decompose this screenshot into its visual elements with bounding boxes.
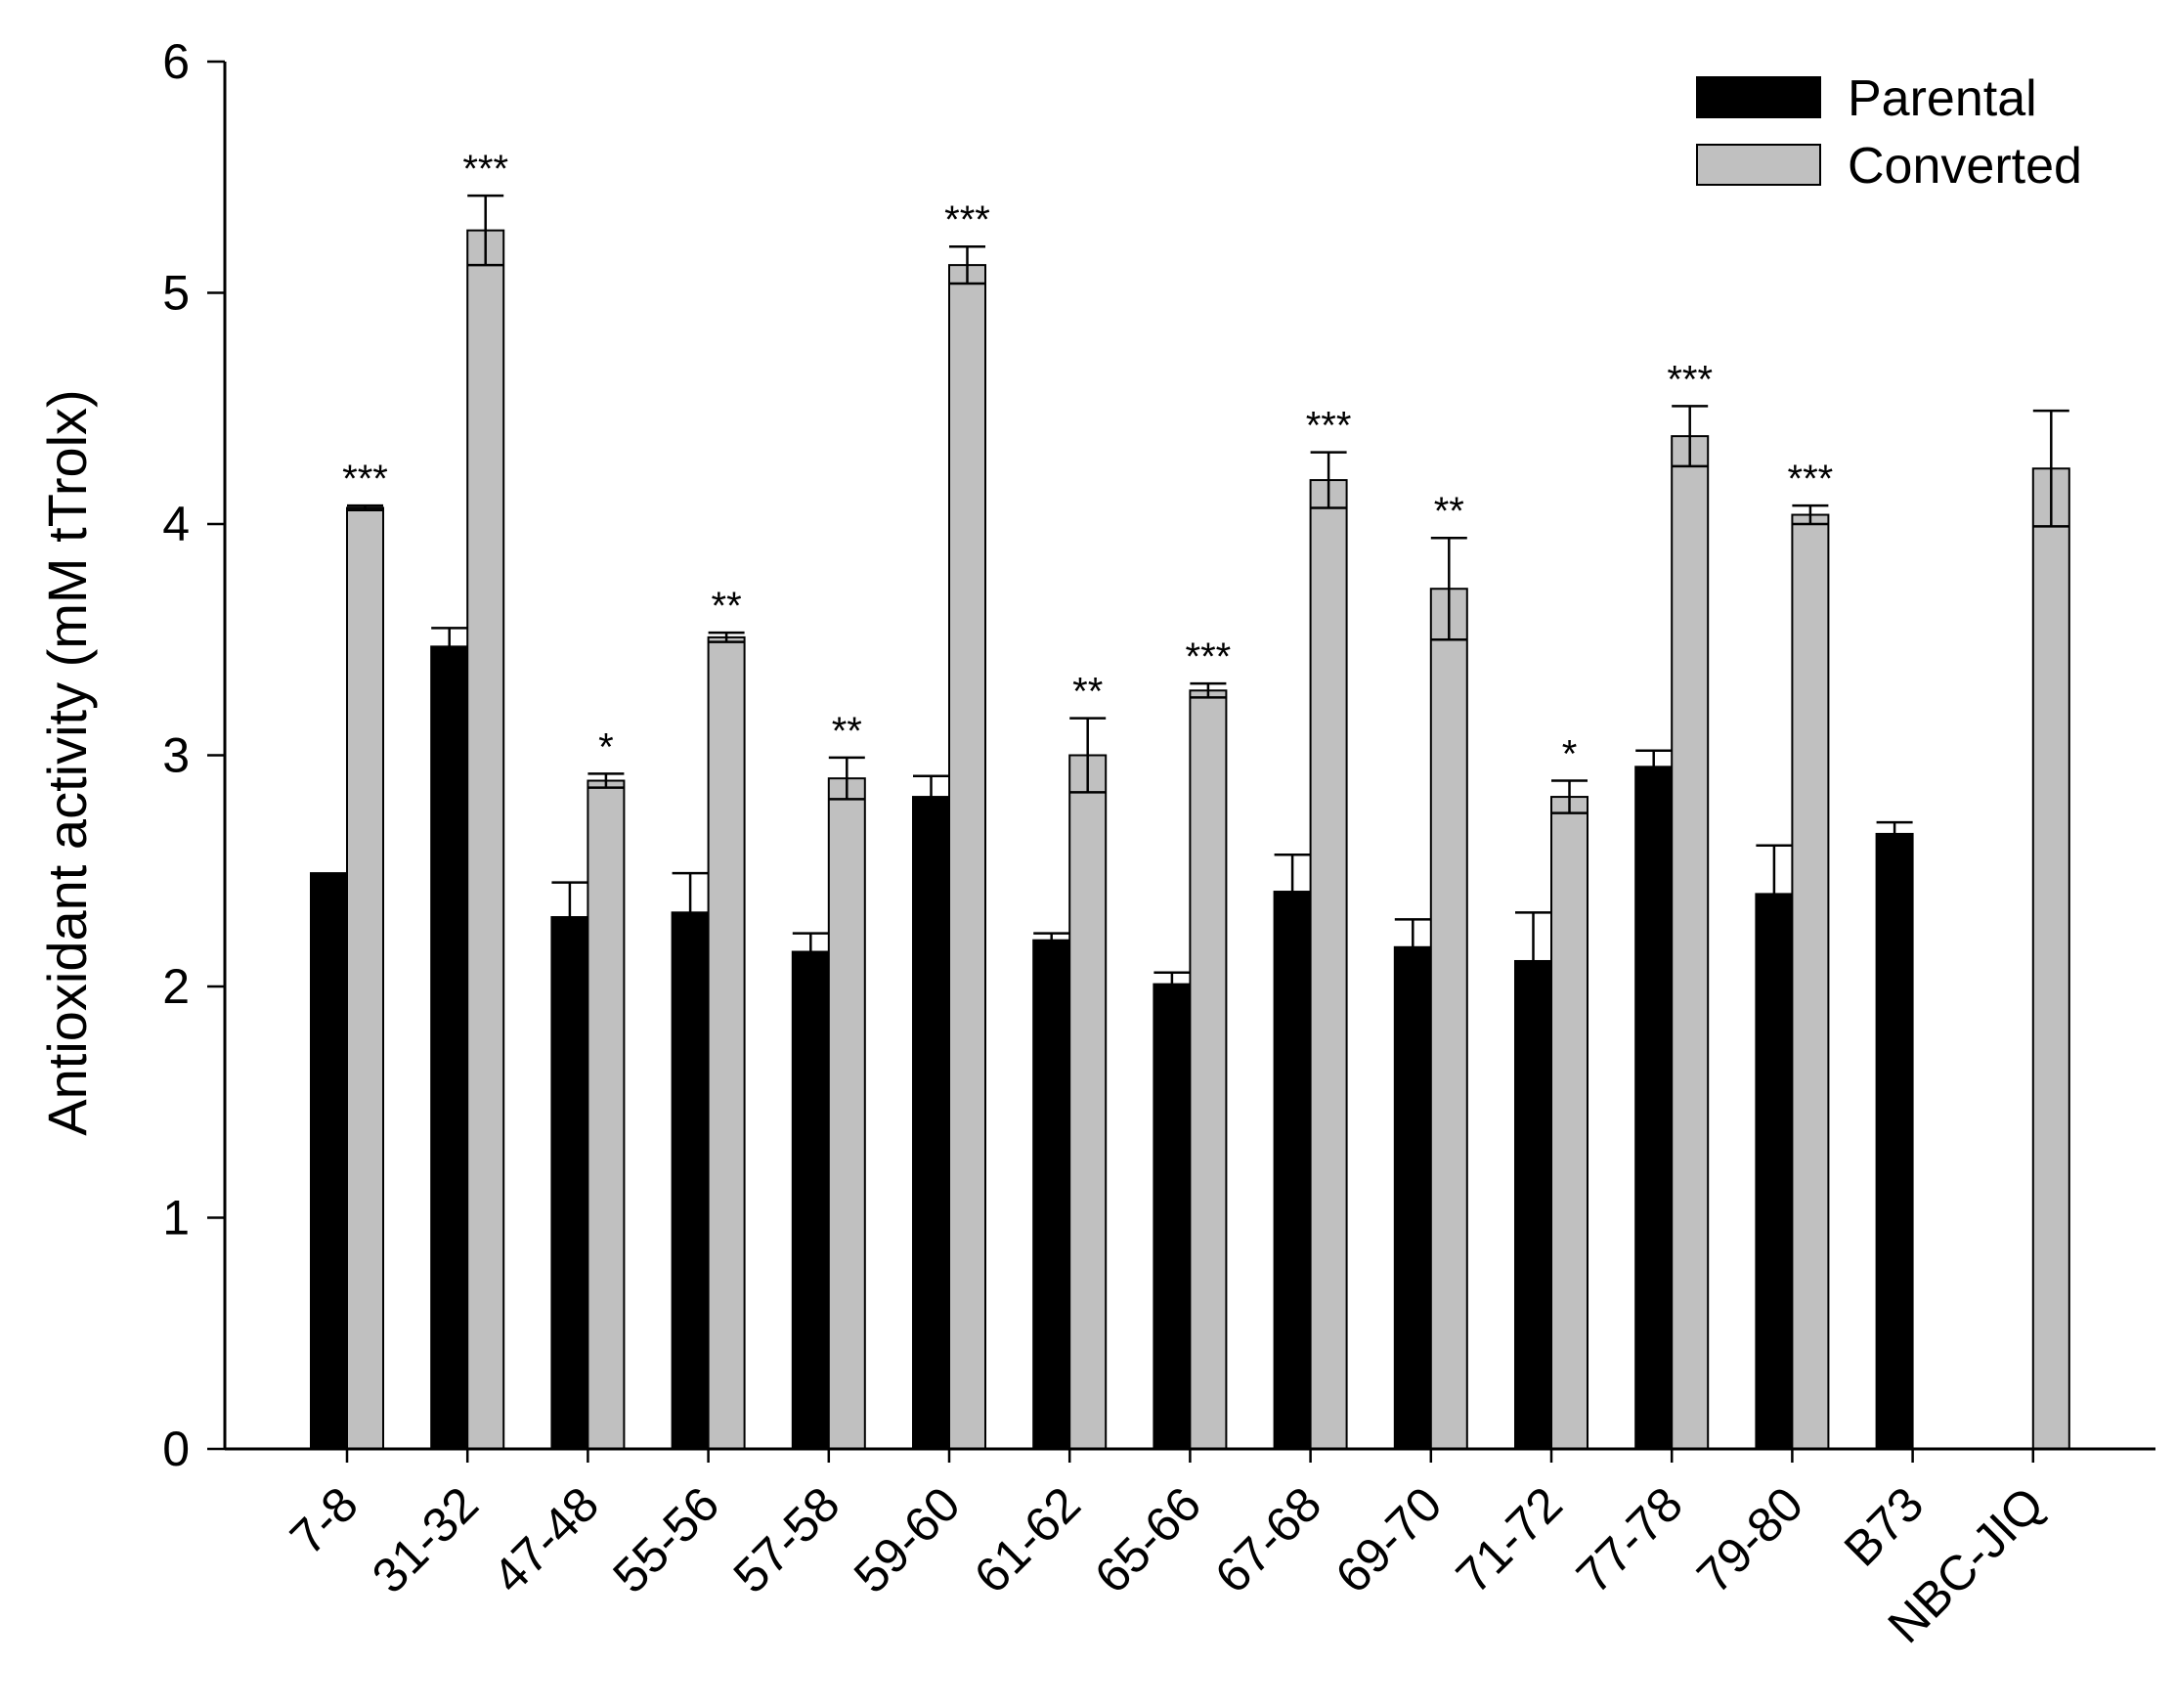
y-axis-title: Antioxidant activity (mM tTrolx) [36,389,98,1135]
x-tick-label-B73: B73 [1834,1476,1935,1577]
y-tick-label-1: 1 [162,1191,190,1246]
bar-parental-77-78 [1634,766,1674,1450]
x-tick-label-57-58: 57-58 [723,1476,850,1603]
bar-converted-61-62 [1068,754,1108,1450]
significance-label-65-66: *** [1186,635,1232,679]
significance-label-47-48: * [598,725,614,768]
legend-swatch-converted [1696,144,1821,186]
bar-parental-59-60 [912,796,950,1450]
bar-converted-7-8 [346,506,384,1450]
bar-converted-79-80 [1791,513,1830,1450]
x-tick-label-59-60: 59-60 [844,1476,971,1603]
x-tick-label-55-56: 55-56 [602,1476,729,1603]
x-tick-label-79-80: 79-80 [1686,1476,1813,1603]
y-tick-label-3: 3 [162,728,190,783]
legend-label-parental: Parental [1848,70,2037,127]
significance-label-57-58: ** [832,710,862,753]
legend-label-converted: Converted [1848,138,2082,195]
bars-layer [310,194,2070,1451]
bar-converted-55-56 [707,635,746,1450]
y-tick-label-2: 2 [162,959,190,1014]
bar-parental-57-58 [791,950,830,1451]
bar-converted-69-70 [1429,588,1468,1450]
y-tick-label-6: 6 [162,34,190,89]
significance-label-79-80: *** [1788,458,1834,501]
x-tick-label-31-32: 31-32 [362,1476,489,1603]
bar-parental-7-8 [310,872,348,1450]
significance-label-67-68: *** [1306,405,1352,448]
bar-parental-79-80 [1755,893,1794,1450]
x-tick-label-67-68: 67-68 [1204,1476,1331,1603]
axes-layer [207,60,2155,1463]
x-tick-label-61-62: 61-62 [964,1476,1091,1603]
bar-converted-67-68 [1309,479,1348,1450]
significance-label-59-60: *** [944,198,990,241]
legend-swatch-parental [1696,76,1821,118]
bar-converted-31-32 [466,229,505,1450]
significance-label-77-78: *** [1667,358,1713,401]
y-tick-label-0: 0 [162,1422,190,1476]
bar-parental-31-32 [430,645,469,1450]
x-tick-label-47-48: 47-48 [482,1476,609,1603]
significance-label-31-32: *** [462,148,508,191]
legend: Parental Converted [1696,70,2082,195]
significance-label-69-70: ** [1434,490,1464,533]
y-tick-label-5: 5 [162,266,190,321]
bar-converted-71-72 [1550,796,1588,1450]
significance-label-55-56: ** [712,585,742,628]
y-tick-label-4: 4 [162,497,190,551]
x-tick-label-71-72: 71-72 [1446,1476,1573,1603]
x-tick-label-7-8: 7-8 [280,1476,369,1565]
bar-converted-NBC-JIQ [2031,467,2070,1450]
bar-parental-67-68 [1273,891,1312,1450]
bar-converted-59-60 [948,264,986,1450]
bar-parental-65-66 [1153,983,1192,1450]
x-tick-label-65-66: 65-66 [1084,1476,1211,1603]
bar-converted-65-66 [1189,689,1228,1450]
bar-parental-B73 [1875,832,1914,1450]
bar-converted-77-78 [1671,435,1710,1450]
bar-parental-71-72 [1514,959,1552,1450]
significance-label-61-62: ** [1072,671,1103,714]
bar-parental-47-48 [550,916,589,1450]
significance-label-71-72: * [1562,733,1578,776]
bar-converted-47-48 [587,779,626,1450]
bar-parental-69-70 [1393,945,1432,1450]
significance-label-7-8: *** [342,458,388,501]
x-tick-label-69-70: 69-70 [1326,1476,1453,1603]
bar-parental-61-62 [1032,939,1071,1450]
x-tick-label-77-78: 77-78 [1566,1476,1693,1603]
bar-converted-57-58 [827,777,866,1450]
bar-parental-55-56 [671,911,710,1450]
